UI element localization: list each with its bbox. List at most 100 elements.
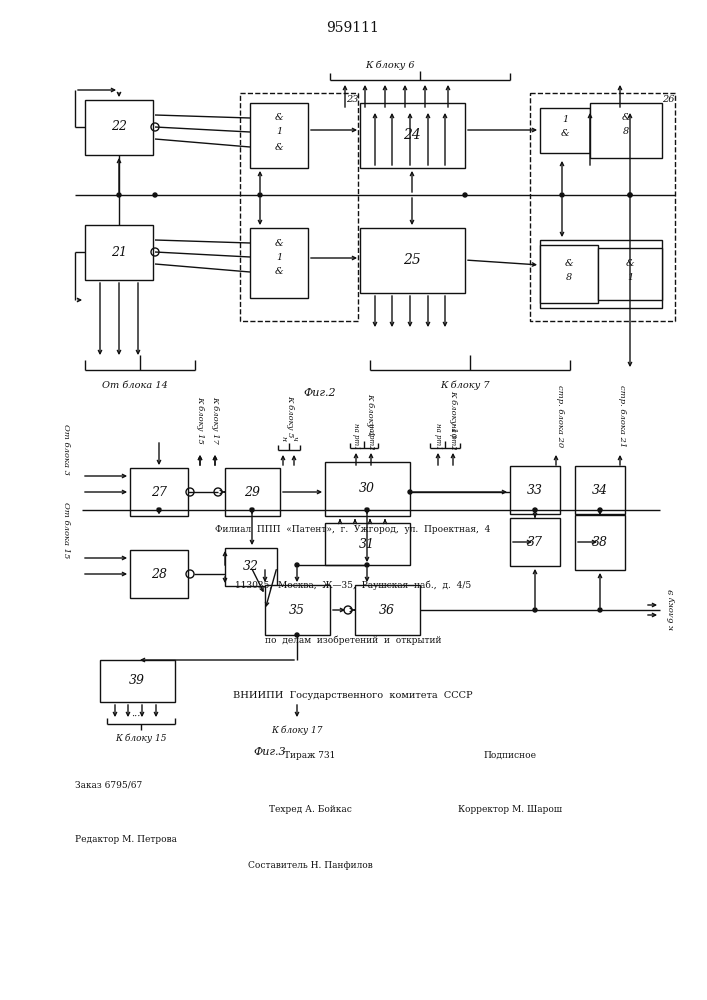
Text: 35: 35 bbox=[289, 603, 305, 616]
Bar bbox=[590, 103, 662, 158]
Text: &: & bbox=[621, 113, 631, 122]
Text: Заказ 6795/67: Заказ 6795/67 bbox=[75, 780, 142, 790]
Bar bbox=[225, 548, 277, 586]
Circle shape bbox=[117, 193, 121, 197]
Circle shape bbox=[628, 193, 632, 197]
Circle shape bbox=[533, 508, 537, 512]
Bar bbox=[250, 103, 308, 168]
Text: К блоку 17: К блоку 17 bbox=[211, 396, 219, 444]
Text: 33: 33 bbox=[527, 484, 543, 496]
Text: Техред А. Бойкас: Техред А. Бойкас bbox=[269, 806, 351, 814]
Text: 1: 1 bbox=[276, 252, 282, 261]
Text: 8: 8 bbox=[623, 127, 629, 136]
Bar bbox=[360, 103, 465, 168]
Text: на рт2: на рт2 bbox=[449, 423, 457, 449]
Text: Редактор М. Петрова: Редактор М. Петрова bbox=[75, 836, 177, 844]
Text: 37: 37 bbox=[527, 536, 543, 548]
Text: 21: 21 bbox=[111, 245, 127, 258]
Text: &: & bbox=[275, 142, 284, 151]
Circle shape bbox=[560, 193, 564, 197]
Circle shape bbox=[365, 508, 369, 512]
Bar bbox=[575, 466, 625, 514]
Text: &: & bbox=[565, 258, 573, 267]
Text: К блоку 4: К блоку 4 bbox=[366, 393, 374, 435]
Text: 31: 31 bbox=[359, 538, 375, 550]
Text: К блоку 5: К блоку 5 bbox=[286, 395, 294, 437]
Bar bbox=[355, 585, 420, 635]
Text: К блоку 7: К блоку 7 bbox=[440, 380, 490, 390]
Text: &: & bbox=[626, 258, 634, 267]
Text: 113035,  Москва,  Ж—35,  Раушская  наб.,  д.  4/5: 113035, Москва, Ж—35, Раушская наб., д. … bbox=[235, 580, 471, 590]
Text: От блока 14: От блока 14 bbox=[102, 380, 168, 389]
Circle shape bbox=[463, 193, 467, 197]
Text: 30: 30 bbox=[359, 483, 375, 495]
Text: 38: 38 bbox=[592, 536, 608, 548]
Bar bbox=[360, 228, 465, 293]
Text: ····: ···· bbox=[131, 712, 144, 720]
Circle shape bbox=[250, 508, 254, 512]
Text: &: & bbox=[275, 267, 284, 276]
Text: 1: 1 bbox=[276, 127, 282, 136]
Circle shape bbox=[153, 193, 157, 197]
Text: 27: 27 bbox=[151, 486, 167, 498]
Text: Составитель Н. Панфилов: Составитель Н. Панфилов bbox=[247, 860, 373, 869]
Circle shape bbox=[408, 490, 412, 494]
Bar bbox=[265, 585, 330, 635]
Text: 1: 1 bbox=[562, 115, 568, 124]
Text: 28: 28 bbox=[151, 568, 167, 580]
Text: Филиал  ППП  «Патент»,  г.  Ужгород,  ул.  Проектная,  4: Филиал ППП «Патент», г. Ужгород, ул. Про… bbox=[216, 526, 491, 534]
Bar bbox=[540, 245, 598, 303]
Circle shape bbox=[295, 563, 299, 567]
Text: 8: 8 bbox=[566, 272, 572, 282]
Bar bbox=[240, 93, 358, 321]
Text: на рт1: на рт1 bbox=[352, 423, 360, 449]
Bar bbox=[85, 225, 153, 280]
Text: К блоку 15: К блоку 15 bbox=[115, 733, 167, 743]
Text: 29: 29 bbox=[244, 486, 260, 498]
Bar bbox=[325, 462, 410, 516]
Text: на рт1: на рт1 bbox=[434, 423, 442, 449]
Text: 39: 39 bbox=[129, 674, 145, 688]
Circle shape bbox=[295, 633, 299, 637]
Text: Фиг.2: Фиг.2 bbox=[304, 388, 337, 398]
Circle shape bbox=[258, 193, 262, 197]
Text: Тираж 731: Тираж 731 bbox=[284, 750, 336, 760]
Text: &: & bbox=[561, 128, 569, 137]
Text: стр. блока 21: стр. блока 21 bbox=[618, 385, 626, 447]
Bar bbox=[540, 240, 662, 308]
Text: К блоку 10: К блоку 10 bbox=[449, 390, 457, 438]
Text: ч: ч bbox=[290, 436, 298, 440]
Text: От блока 3: От блока 3 bbox=[62, 424, 70, 476]
Text: Корректор М. Шарош: Корректор М. Шарош bbox=[458, 806, 562, 814]
Text: 1: 1 bbox=[627, 272, 633, 282]
Text: 959111: 959111 bbox=[327, 21, 380, 35]
Text: К блоку 17: К блоку 17 bbox=[271, 725, 323, 735]
Text: &: & bbox=[275, 238, 284, 247]
Text: к блоку 9: к блоку 9 bbox=[668, 589, 676, 631]
Bar bbox=[100, 660, 175, 702]
Bar bbox=[598, 248, 662, 300]
Text: Фиг.3: Фиг.3 bbox=[254, 747, 286, 757]
Bar bbox=[250, 228, 308, 298]
Bar bbox=[130, 468, 188, 516]
Text: по  делам  изобретений  и  открытий: по делам изобретений и открытий bbox=[264, 635, 441, 645]
Bar bbox=[575, 515, 625, 570]
Text: От блока 15: От блока 15 bbox=[62, 502, 70, 558]
Text: ВНИИПИ  Государственного  комитета  СССР: ВНИИПИ Государственного комитета СССР bbox=[233, 690, 473, 700]
Text: н: н bbox=[279, 436, 287, 440]
Text: 23: 23 bbox=[346, 95, 358, 104]
Text: 22: 22 bbox=[111, 120, 127, 133]
Circle shape bbox=[598, 608, 602, 612]
Bar bbox=[225, 468, 280, 516]
Text: на рт2: на рт2 bbox=[367, 423, 375, 449]
Text: 32: 32 bbox=[243, 560, 259, 574]
Bar bbox=[510, 518, 560, 566]
Bar bbox=[325, 523, 410, 565]
Text: К блоку 15: К блоку 15 bbox=[196, 396, 204, 444]
Bar bbox=[530, 93, 675, 321]
Text: 34: 34 bbox=[592, 484, 608, 496]
Text: стр. блока 20: стр. блока 20 bbox=[556, 385, 564, 447]
Text: 36: 36 bbox=[379, 603, 395, 616]
Text: Подписное: Подписное bbox=[484, 750, 537, 760]
Text: К блоку 6: К блоку 6 bbox=[366, 60, 415, 70]
